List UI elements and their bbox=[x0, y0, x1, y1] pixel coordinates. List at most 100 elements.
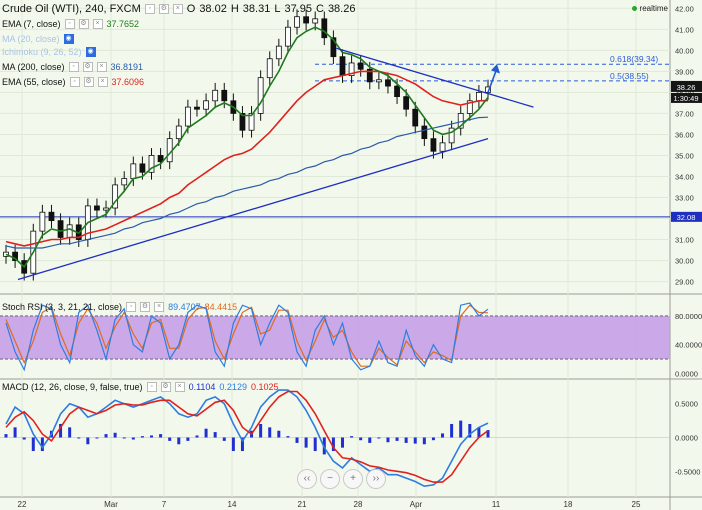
visibility-icon[interactable]: ◦ bbox=[69, 77, 80, 87]
candle-body bbox=[66, 224, 73, 238]
close-icon[interactable]: × bbox=[92, 19, 103, 29]
macd-hist-bar bbox=[277, 430, 281, 438]
macd-hist-bar bbox=[95, 437, 99, 439]
candle-body bbox=[175, 125, 182, 140]
macd-hist-bar bbox=[477, 427, 481, 438]
close-icon[interactable]: × bbox=[174, 382, 185, 392]
close-icon[interactable]: × bbox=[97, 77, 108, 87]
legend-ma-faded-2-label: Ichimoku (9, 26, 52) bbox=[2, 47, 82, 57]
legend-ma200[interactable]: MA (200, close) ◦ ⚙ × 36.8191 bbox=[2, 62, 143, 72]
y-tick-label: 40.00 bbox=[675, 46, 694, 55]
macd-hist-bar bbox=[286, 436, 290, 438]
macd-y-tick: -0.5000 bbox=[675, 467, 700, 476]
x-tick-label: 18 bbox=[564, 500, 573, 509]
visibility-icon[interactable]: ◦ bbox=[144, 4, 155, 14]
scroll-end-button[interactable]: ›› bbox=[366, 469, 386, 489]
settings-icon[interactable]: ⚙ bbox=[83, 77, 94, 87]
legend-stoch[interactable]: Stoch RSI (3, 3, 21, 21, close) ◦ ⚙ × 89… bbox=[2, 302, 237, 312]
macd-hist-bar bbox=[122, 437, 126, 439]
legend-ema7-label: EMA (7, close) bbox=[2, 19, 61, 29]
scroll-start-button[interactable]: ‹‹ bbox=[297, 469, 317, 489]
candle-body bbox=[330, 37, 337, 58]
ema7-line bbox=[5, 26, 489, 269]
y-tick-label: 39.00 bbox=[675, 67, 694, 76]
settings-icon[interactable]: ⚙ bbox=[78, 19, 89, 29]
y-tick-label: 41.00 bbox=[675, 25, 694, 34]
macd-hist-bar bbox=[204, 428, 208, 438]
settings-icon[interactable]: ⚙ bbox=[140, 302, 151, 312]
legend-ma-faded-1[interactable]: MA (20, close) ◉ bbox=[2, 34, 74, 44]
y-tick-label: 35.00 bbox=[675, 151, 694, 160]
macd-hist-bar bbox=[195, 435, 199, 438]
legend-ma-faded-2[interactable]: Ichimoku (9, 26, 52) ◉ bbox=[2, 47, 96, 57]
legend-stoch-k: 89.4707 bbox=[168, 302, 201, 312]
macd-hist-bar bbox=[186, 437, 190, 441]
visibility-icon[interactable]: ◦ bbox=[64, 19, 75, 29]
macd-hist-bar bbox=[213, 432, 217, 438]
macd-hist-bar bbox=[4, 434, 8, 438]
arrow-head-icon bbox=[491, 64, 500, 74]
stoch-k-line bbox=[5, 302, 489, 372]
visibility-icon[interactable]: ◦ bbox=[146, 382, 157, 392]
stoch-y-tick: 40.0000 bbox=[675, 341, 702, 350]
candle-body bbox=[3, 251, 9, 257]
close-icon[interactable]: × bbox=[172, 4, 183, 14]
settings-icon[interactable]: ⚙ bbox=[160, 382, 171, 392]
y-tick-label: 38.00 bbox=[675, 88, 694, 97]
legend-ema7[interactable]: EMA (7, close) ◦ ⚙ × 37.7652 bbox=[2, 19, 139, 29]
candle-body bbox=[103, 207, 109, 211]
symbol-header: Crude Oil (WTI), 240, FXCM ◦ ⚙ × O 38.02… bbox=[2, 3, 355, 15]
macd-hist-bar bbox=[159, 434, 163, 438]
candle-body bbox=[357, 62, 364, 70]
visibility-icon[interactable]: ◦ bbox=[126, 302, 137, 312]
y-tick-label: 30.00 bbox=[675, 257, 694, 266]
candle-body bbox=[184, 106, 191, 127]
status-dot-icon bbox=[631, 6, 637, 11]
macd-hist-bar bbox=[422, 437, 426, 445]
close-icon[interactable]: × bbox=[96, 62, 107, 72]
countdown-tag bbox=[671, 92, 702, 103]
legend-stoch-label: Stoch RSI (3, 3, 21, 21, close) bbox=[2, 302, 123, 312]
settings-icon[interactable]: ⚙ bbox=[158, 4, 169, 14]
symbol-title[interactable]: Crude Oil (WTI), 240, FXCM bbox=[2, 3, 141, 15]
visibility-icon[interactable]: ◦ bbox=[68, 62, 79, 72]
macd-hist-bar bbox=[350, 436, 354, 438]
candle-body bbox=[212, 89, 219, 102]
macd-hist-bar bbox=[304, 437, 308, 448]
legend-macd[interactable]: MACD (12, 26, close, 9, false, true) ◦ ⚙… bbox=[2, 382, 278, 392]
settings-icon[interactable]: ⚙ bbox=[82, 62, 93, 72]
close-icon[interactable]: × bbox=[154, 302, 165, 312]
ohlc-open-value: 38.02 bbox=[199, 3, 227, 15]
x-tick-label: Mar bbox=[104, 500, 118, 509]
realtime-indicator: realtime bbox=[631, 4, 668, 13]
zoom-in-button[interactable]: + bbox=[343, 469, 363, 489]
macd-hist-bar bbox=[340, 437, 344, 448]
ohlc-open-label: O bbox=[186, 3, 196, 15]
macd-hist-bar bbox=[486, 430, 490, 438]
candle-body bbox=[266, 58, 273, 79]
macd-hist-bar bbox=[450, 423, 454, 438]
macd-y-tick: 0.5000 bbox=[675, 400, 698, 409]
candle-body bbox=[366, 68, 373, 83]
candle-body bbox=[476, 91, 482, 102]
current-price-label: 38.26 bbox=[677, 83, 696, 92]
x-tick-label: 14 bbox=[228, 500, 237, 509]
x-tick-label: 11 bbox=[492, 500, 501, 509]
macd-hist-bar bbox=[31, 437, 35, 452]
y-tick-label: 42.00 bbox=[675, 4, 694, 13]
legend-ema55[interactable]: EMA (55, close) ◦ ⚙ × 37.6096 bbox=[2, 77, 144, 87]
macd-hist-bar bbox=[395, 437, 399, 441]
legend-ma-faded-1-label: MA (20, close) bbox=[2, 34, 60, 44]
fib-level-label: 0.5(38.55) bbox=[610, 71, 649, 81]
macd-line bbox=[5, 389, 489, 488]
hidden-eye-icon[interactable]: ◉ bbox=[63, 34, 74, 44]
ema55-line bbox=[5, 70, 489, 247]
zoom-out-button[interactable]: − bbox=[320, 469, 340, 489]
macd-hist-bar bbox=[313, 437, 317, 452]
hidden-eye-icon[interactable]: ◉ bbox=[85, 47, 96, 57]
macd-hist-bar bbox=[222, 437, 226, 441]
macd-hist-bar bbox=[177, 437, 181, 445]
ohlc-high-label: H bbox=[230, 3, 239, 15]
macd-hist-bar bbox=[231, 437, 235, 452]
